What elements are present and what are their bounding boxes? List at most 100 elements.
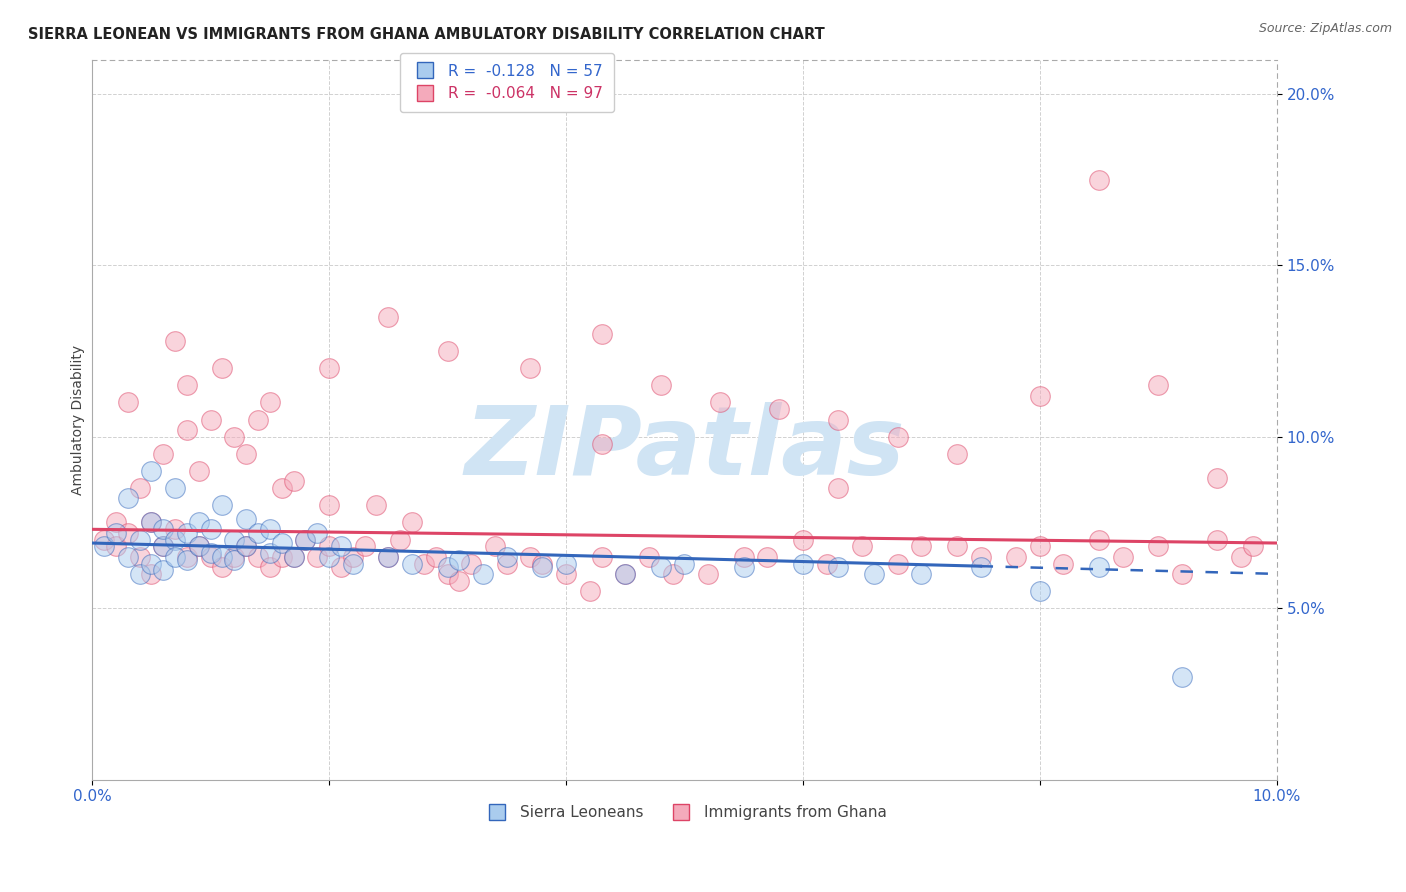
- Point: [200, 546, 222, 560]
- Point: [401, 516, 423, 530]
- Point: [329, 540, 352, 554]
- Point: [141, 566, 163, 581]
- Point: [827, 412, 849, 426]
- Point: [117, 525, 139, 540]
- Point: [519, 549, 541, 564]
- Point: [128, 549, 150, 564]
- Point: [449, 553, 471, 567]
- Point: [1088, 172, 1111, 186]
- Point: [495, 549, 517, 564]
- Point: [969, 549, 991, 564]
- Point: [412, 557, 434, 571]
- Point: [1230, 549, 1253, 564]
- Point: [673, 557, 696, 571]
- Point: [270, 481, 292, 495]
- Point: [141, 516, 163, 530]
- Point: [1052, 557, 1074, 571]
- Point: [200, 549, 222, 564]
- Point: [270, 549, 292, 564]
- Point: [1029, 389, 1052, 403]
- Point: [176, 525, 198, 540]
- Point: [247, 412, 270, 426]
- Point: [165, 522, 187, 536]
- Point: [235, 540, 257, 554]
- Point: [176, 378, 198, 392]
- Point: [969, 560, 991, 574]
- Point: [886, 557, 908, 571]
- Point: [377, 310, 399, 324]
- Point: [307, 549, 329, 564]
- Point: [259, 522, 281, 536]
- Point: [353, 540, 375, 554]
- Point: [141, 464, 163, 478]
- Point: [1005, 549, 1028, 564]
- Point: [1241, 540, 1264, 554]
- Point: [591, 436, 613, 450]
- Point: [235, 540, 257, 554]
- Point: [187, 464, 209, 478]
- Point: [224, 533, 246, 547]
- Point: [792, 533, 814, 547]
- Point: [1147, 540, 1170, 554]
- Point: [1088, 560, 1111, 574]
- Point: [176, 549, 198, 564]
- Point: [661, 566, 683, 581]
- Point: [211, 361, 233, 376]
- Point: [591, 326, 613, 341]
- Text: SIERRA LEONEAN VS IMMIGRANTS FROM GHANA AMBULATORY DISABILITY CORRELATION CHART: SIERRA LEONEAN VS IMMIGRANTS FROM GHANA …: [28, 27, 825, 42]
- Point: [1111, 549, 1133, 564]
- Point: [318, 498, 340, 512]
- Point: [176, 423, 198, 437]
- Point: [141, 516, 163, 530]
- Point: [235, 447, 257, 461]
- Point: [555, 566, 578, 581]
- Text: Source: ZipAtlas.com: Source: ZipAtlas.com: [1258, 22, 1392, 36]
- Point: [247, 549, 270, 564]
- Point: [614, 566, 637, 581]
- Point: [827, 560, 849, 574]
- Point: [436, 344, 458, 359]
- Point: [342, 557, 364, 571]
- Point: [827, 481, 849, 495]
- Point: [886, 430, 908, 444]
- Point: [1029, 540, 1052, 554]
- Point: [342, 549, 364, 564]
- Point: [709, 395, 731, 409]
- Point: [318, 549, 340, 564]
- Point: [165, 334, 187, 348]
- Point: [187, 516, 209, 530]
- Point: [1029, 584, 1052, 599]
- Point: [591, 549, 613, 564]
- Point: [436, 560, 458, 574]
- Point: [425, 549, 447, 564]
- Point: [165, 481, 187, 495]
- Point: [93, 540, 115, 554]
- Point: [200, 522, 222, 536]
- Point: [187, 540, 209, 554]
- Point: [259, 560, 281, 574]
- Point: [366, 498, 388, 512]
- Point: [1147, 378, 1170, 392]
- Y-axis label: Ambulatory Disability: Ambulatory Disability: [72, 344, 86, 495]
- Point: [283, 549, 305, 564]
- Point: [815, 557, 838, 571]
- Point: [318, 361, 340, 376]
- Point: [152, 540, 174, 554]
- Point: [768, 402, 790, 417]
- Point: [211, 498, 233, 512]
- Point: [578, 584, 600, 599]
- Point: [614, 566, 637, 581]
- Point: [1088, 533, 1111, 547]
- Point: [318, 540, 340, 554]
- Point: [531, 557, 554, 571]
- Point: [141, 557, 163, 571]
- Point: [460, 557, 482, 571]
- Point: [377, 549, 399, 564]
- Point: [247, 525, 270, 540]
- Point: [165, 549, 187, 564]
- Point: [519, 361, 541, 376]
- Point: [946, 540, 969, 554]
- Point: [224, 430, 246, 444]
- Point: [910, 540, 932, 554]
- Point: [104, 525, 127, 540]
